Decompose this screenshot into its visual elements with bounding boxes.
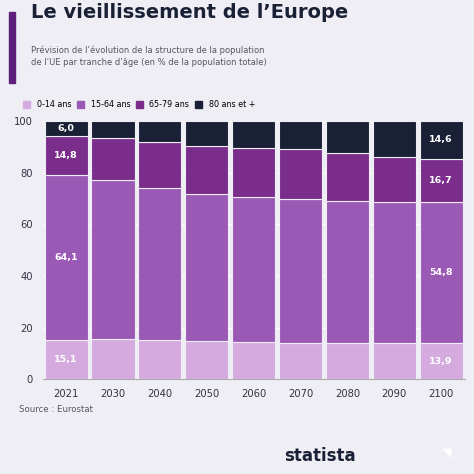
Bar	[138, 340, 182, 379]
Bar	[232, 197, 275, 342]
Bar	[419, 159, 463, 202]
Bar	[91, 121, 135, 137]
Bar	[185, 194, 228, 341]
Text: 54,8: 54,8	[429, 268, 453, 277]
Bar	[279, 343, 322, 379]
Bar	[45, 137, 88, 174]
FancyArrow shape	[9, 12, 15, 83]
Bar	[326, 121, 369, 153]
Text: 14,6: 14,6	[429, 135, 453, 144]
Bar	[138, 188, 182, 340]
Bar	[373, 156, 416, 202]
Text: 13,9: 13,9	[429, 357, 453, 366]
Text: Le vieillissement de l’Europe: Le vieillissement de l’Europe	[31, 3, 348, 22]
Bar	[91, 339, 135, 379]
Text: 15,1: 15,1	[55, 355, 78, 364]
Bar	[326, 153, 369, 201]
Bar	[373, 343, 416, 379]
Text: Prévision de l’évolution de la structure de la population
de l’UE par tranche d’: Prévision de l’évolution de la structure…	[31, 46, 266, 67]
Bar	[232, 148, 275, 197]
Bar	[279, 149, 322, 199]
Bar	[279, 121, 322, 149]
Bar	[279, 199, 322, 343]
Bar	[185, 121, 228, 146]
Bar	[326, 343, 369, 379]
Bar	[45, 121, 88, 137]
Bar	[419, 121, 463, 159]
Text: 16,7: 16,7	[429, 176, 453, 185]
Bar	[45, 340, 88, 379]
Text: statista: statista	[284, 447, 356, 465]
Bar	[373, 121, 416, 156]
Text: 14,8: 14,8	[54, 151, 78, 160]
Bar	[232, 342, 275, 379]
Bar	[232, 121, 275, 148]
Bar	[45, 174, 88, 340]
Text: Source : Eurostat: Source : Eurostat	[19, 405, 93, 414]
Bar	[138, 121, 182, 142]
Bar	[419, 202, 463, 343]
Legend: 0-14 ans, 15-64 ans, 65-79 ans, 80 ans et +: 0-14 ans, 15-64 ans, 65-79 ans, 80 ans e…	[23, 100, 255, 109]
Bar	[326, 201, 369, 343]
Bar	[185, 146, 228, 194]
Bar	[138, 142, 182, 188]
Bar	[373, 202, 416, 343]
Text: 6,0: 6,0	[58, 124, 74, 133]
Bar	[91, 137, 135, 180]
Text: 64,1: 64,1	[55, 253, 78, 262]
Bar	[419, 343, 463, 379]
Text: ◥: ◥	[442, 446, 452, 459]
Bar	[91, 180, 135, 339]
Bar	[185, 341, 228, 379]
